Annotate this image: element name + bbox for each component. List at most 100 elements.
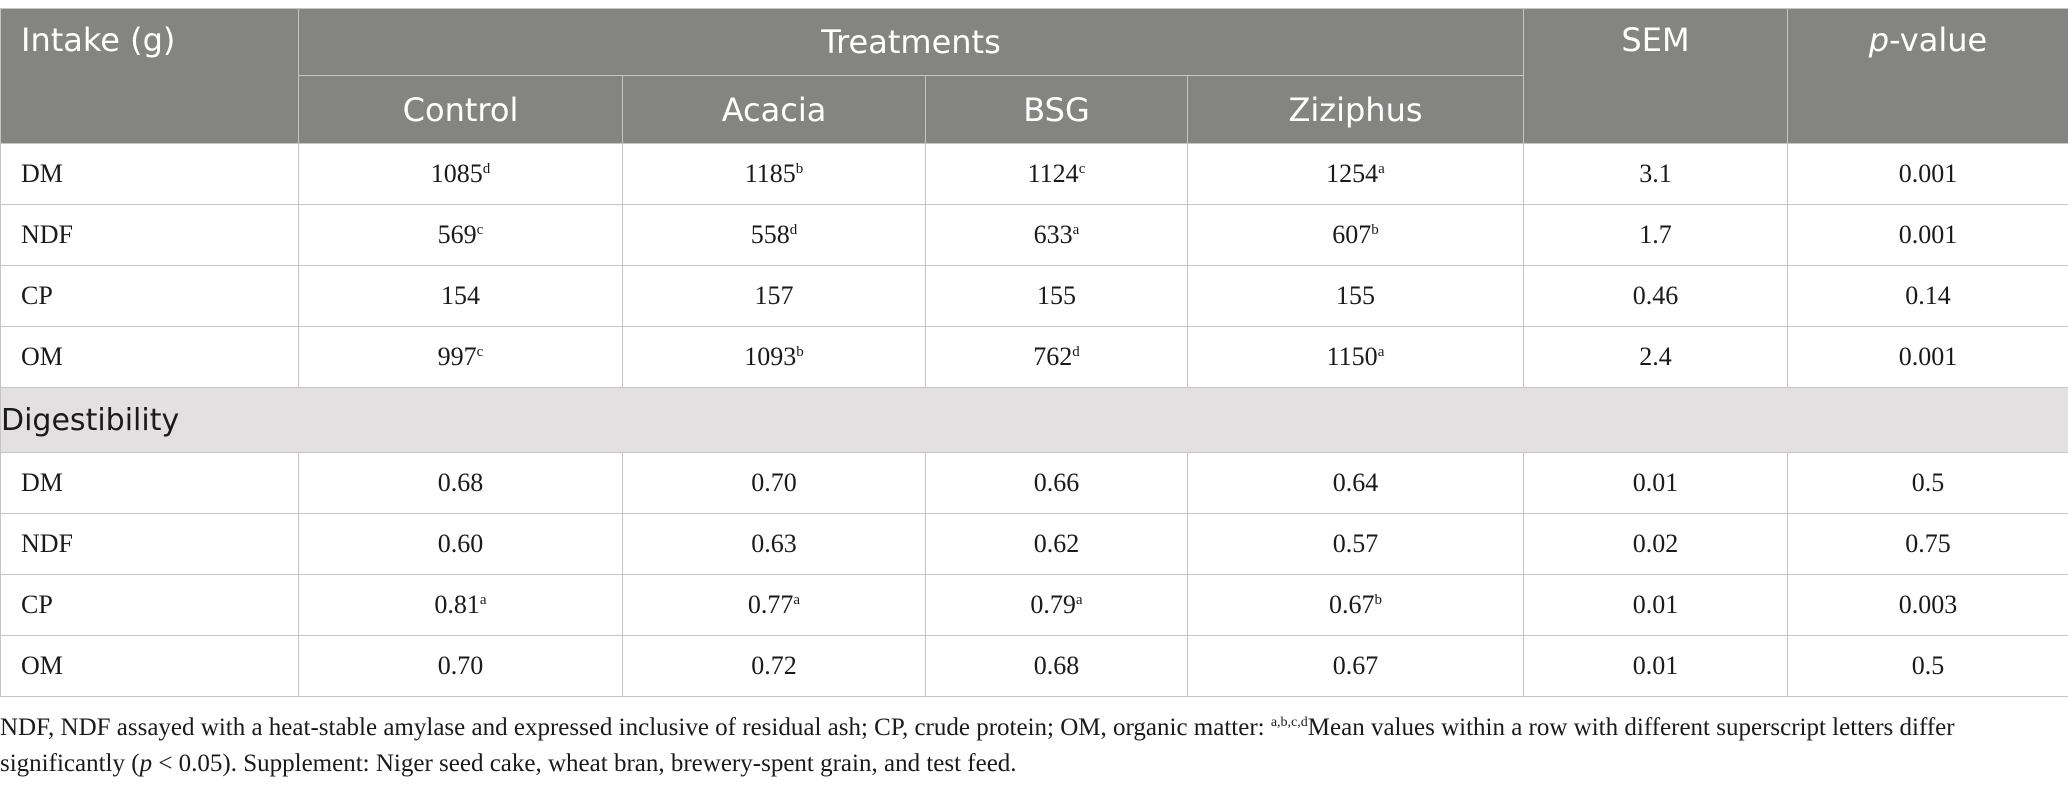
table-cell: 0.67 xyxy=(1187,635,1524,697)
table-cell: 558d xyxy=(622,204,926,266)
cell-superscript: a xyxy=(1075,592,1083,608)
cell-value: 633 xyxy=(1033,220,1073,249)
table-cell: 0.70 xyxy=(298,635,623,697)
cell-superscript: d xyxy=(789,222,798,238)
table-row: DM 0.68 0.70 0.66 0.64 0.01 0.5 xyxy=(0,452,2068,514)
cell-value: 1185 xyxy=(744,159,796,188)
table-cell: 1254a xyxy=(1187,143,1524,205)
cell-superscript: b xyxy=(796,344,804,360)
table-cell: 0.79a xyxy=(925,574,1188,636)
table-cell: 0.62 xyxy=(925,513,1188,575)
cell-value: 1124 xyxy=(1027,159,1079,188)
row-label: OM xyxy=(0,326,299,388)
pvalue-p: p xyxy=(1868,21,1890,59)
cell-value: 155 xyxy=(1037,281,1076,310)
cell-value: 155 xyxy=(1336,281,1375,310)
header-acacia: Acacia xyxy=(622,75,926,144)
cell-superscript: d xyxy=(482,161,491,177)
cell-superscript: d xyxy=(1072,344,1080,360)
pvalue-cell: 0.75 xyxy=(1787,513,2068,575)
pvalue-cell: 0.001 xyxy=(1787,143,2068,205)
row-label: CP xyxy=(0,265,299,327)
header-bsg: BSG xyxy=(925,75,1188,144)
table-cell: 154 xyxy=(298,265,623,327)
footnote-part2: Mean values within a row with different … xyxy=(0,714,1955,777)
cell-value: 0.72 xyxy=(751,651,797,680)
cell-superscript: a xyxy=(1072,222,1080,238)
cell-value: 762 xyxy=(1033,342,1073,371)
cell-value: 569 xyxy=(437,220,477,249)
table-cell: 0.68 xyxy=(298,452,623,514)
table-row: CP 154 157 155 155 0.46 0.14 xyxy=(0,265,2068,327)
cell-superscript: c xyxy=(476,344,484,360)
row-label: CP xyxy=(0,574,299,636)
pvalue-cell: 0.001 xyxy=(1787,326,2068,388)
table-row: OM 0.70 0.72 0.68 0.67 0.01 0.5 xyxy=(0,635,2068,697)
table-cell: 0.60 xyxy=(298,513,623,575)
cell-superscript: a xyxy=(793,592,801,608)
header-ziziphus: Ziziphus xyxy=(1187,75,1524,144)
cell-superscript: c xyxy=(1078,161,1086,177)
sem-cell: 0.02 xyxy=(1523,513,1788,575)
table-cell: 0.77a xyxy=(622,574,926,636)
table-cell: 569c xyxy=(298,204,623,266)
header-sem: SEM xyxy=(1523,8,1788,144)
cell-value: 0.81 xyxy=(434,590,480,619)
sem-cell: 0.01 xyxy=(1523,574,1788,636)
table-row: CP 0.81a 0.77a 0.79a 0.67b 0.01 0.003 xyxy=(0,574,2068,636)
table-cell: 607b xyxy=(1187,204,1524,266)
data-table: Intake (g) Treatments SEM p-value Contro… xyxy=(0,8,2068,697)
table-row: NDF 569c 558d 633a 607b 1.7 0.001 xyxy=(0,204,2068,266)
cell-superscript: c xyxy=(476,222,484,238)
footnote-part1: NDF, NDF assayed with a heat-stable amyl… xyxy=(0,714,1271,741)
footnote: NDF, NDF assayed with a heat-stable amyl… xyxy=(0,710,2060,782)
cell-value: 1254 xyxy=(1326,159,1379,188)
table-cell: 157 xyxy=(622,265,926,327)
table-cell: 1085d xyxy=(298,143,623,205)
pvalue-cell: 0.5 xyxy=(1787,635,2068,697)
table-cell: 0.64 xyxy=(1187,452,1524,514)
cell-value: 1150 xyxy=(1326,342,1378,371)
section-body: Digestibility xyxy=(0,387,2068,453)
cell-value: 0.64 xyxy=(1332,468,1379,497)
sem-cell: 1.7 xyxy=(1523,204,1788,266)
footnote-sup: a,b,c,d xyxy=(1270,715,1308,730)
cell-value: 0.70 xyxy=(751,468,797,497)
sem-cell: 3.1 xyxy=(1523,143,1788,205)
table-cell: 1150a xyxy=(1187,326,1524,388)
table-cell: 0.81a xyxy=(298,574,623,636)
header-treatments: Treatments xyxy=(298,8,1524,76)
cell-value: 154 xyxy=(441,281,480,310)
intake-body: DM 1085d 1185b 1124c 1254a 3.1 0.001 NDF 569c 558… xyxy=(0,143,2068,388)
cell-superscript: a xyxy=(1378,161,1385,177)
table-cell: 0.67b xyxy=(1187,574,1524,636)
table-row: DM 1085d 1185b 1124c 1254a 3.1 0.001 xyxy=(0,143,2068,205)
cell-value: 0.60 xyxy=(437,529,484,558)
pvalue-cell: 0.001 xyxy=(1787,204,2068,266)
row-label: NDF xyxy=(0,513,299,575)
pvalue-suffix: -value xyxy=(1889,21,1988,59)
pvalue-cell: 0.5 xyxy=(1787,452,2068,514)
cell-superscript: a xyxy=(479,592,487,608)
footnote-p: p xyxy=(139,750,153,777)
cell-value: 0.68 xyxy=(437,468,484,497)
cell-value: 0.67 xyxy=(1332,651,1379,680)
cell-value: 0.67 xyxy=(1329,590,1375,619)
header-control: Control xyxy=(298,75,623,144)
table-cell: 762d xyxy=(925,326,1188,388)
table-cell: 0.68 xyxy=(925,635,1188,697)
table-cell: 0.72 xyxy=(622,635,926,697)
cell-value: 1093 xyxy=(744,342,797,371)
row-label: DM xyxy=(0,452,299,514)
pvalue-cell: 0.14 xyxy=(1787,265,2068,327)
cell-value: 1085 xyxy=(430,159,483,188)
footnote-part3: < 0.05). Supplement: Niger seed cake, wh… xyxy=(152,750,1017,777)
cell-value: 997 xyxy=(437,342,477,371)
cell-superscript: a xyxy=(1377,344,1385,360)
section-row: Digestibility xyxy=(0,387,2068,453)
cell-value: 0.62 xyxy=(1033,529,1080,558)
sem-cell: 0.01 xyxy=(1523,635,1788,697)
sem-cell: 0.46 xyxy=(1523,265,1788,327)
table-cell: 155 xyxy=(1187,265,1524,327)
table-cell: 155 xyxy=(925,265,1188,327)
